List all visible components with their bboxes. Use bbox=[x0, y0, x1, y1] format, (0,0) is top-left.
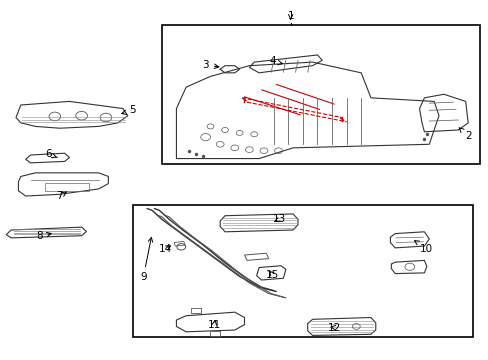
Text: 9: 9 bbox=[140, 237, 152, 282]
Bar bbox=[132, 205, 472, 337]
Text: 14: 14 bbox=[158, 244, 171, 253]
Text: 1: 1 bbox=[287, 11, 293, 21]
Text: 15: 15 bbox=[265, 270, 279, 280]
Text: 8: 8 bbox=[36, 231, 51, 242]
Text: 11: 11 bbox=[207, 320, 221, 330]
Text: 10: 10 bbox=[414, 240, 432, 253]
Text: 3: 3 bbox=[202, 60, 218, 70]
Text: 12: 12 bbox=[327, 323, 340, 333]
Text: 7: 7 bbox=[56, 192, 66, 202]
Text: 5: 5 bbox=[122, 105, 136, 115]
Bar bbox=[191, 307, 201, 313]
Bar bbox=[162, 24, 479, 164]
Text: 13: 13 bbox=[272, 214, 285, 224]
Bar bbox=[45, 183, 89, 192]
Text: 4: 4 bbox=[269, 57, 282, 66]
Text: 2: 2 bbox=[458, 128, 470, 141]
Text: 6: 6 bbox=[45, 149, 57, 159]
Bar bbox=[210, 331, 220, 337]
